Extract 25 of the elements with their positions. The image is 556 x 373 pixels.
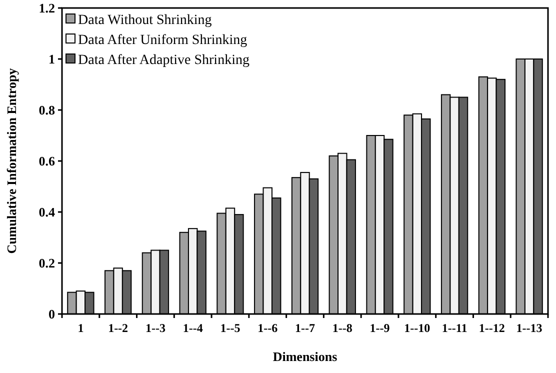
y-tick-label: 0 [48, 306, 55, 322]
y-axis-title: Cumulative Information Entropy [4, 68, 19, 254]
y-tick-label: 1.2 [38, 0, 55, 16]
x-tick-label: 1--6 [258, 321, 278, 335]
x-tick-label: 1--4 [182, 321, 203, 335]
y-tick-label: 1 [48, 52, 55, 67]
x-tick-label: 1--8 [332, 321, 352, 335]
x-tick-label: 1--10 [404, 321, 430, 335]
x-tick-label: 1--13 [516, 321, 542, 335]
y-tick-label: 0.4 [38, 204, 56, 220]
x-tick-label: 1--2 [108, 321, 128, 335]
legend-label: Data After Adaptive Shrinking [78, 52, 250, 68]
x-tick-label: 1--9 [370, 321, 390, 335]
x-tick-label: 1--12 [478, 321, 505, 335]
x-tick-label: 1--3 [145, 321, 166, 335]
legend-label: Data Without Shrinking [78, 12, 212, 28]
x-tick-label: 1--5 [220, 321, 240, 335]
x-tick-label: 1 [78, 321, 84, 335]
y-tick-label: 0.8 [38, 102, 56, 118]
y-tick-label: 0.6 [38, 154, 56, 169]
y-tick-label: 0.2 [38, 256, 55, 271]
x-axis-title: Dimensions [272, 349, 338, 364]
x-tick-label: 1--11 [442, 321, 468, 335]
x-tick-label: 1--7 [295, 321, 315, 335]
legend-label: Data After Uniform Shrinking [78, 32, 248, 48]
